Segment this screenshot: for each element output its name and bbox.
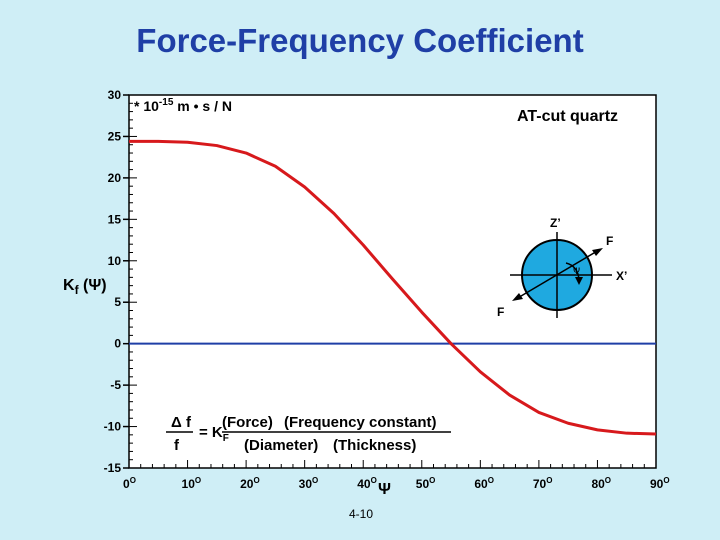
y-tick-label: -15 — [104, 461, 122, 475]
y-tick-label: 5 — [114, 295, 121, 309]
page-number: 4-10 — [349, 507, 373, 521]
equation-force: (Force) — [222, 414, 273, 431]
equation: Δ f f = KF (Force) (Frequency constant) … — [166, 414, 451, 454]
equation-coefficient: = KF — [199, 424, 229, 444]
inset-x-label: X’ — [616, 269, 627, 283]
x-axis-label: Ψ — [378, 481, 391, 498]
x-tick-label: 0O — [123, 476, 136, 491]
x-tick-label: 50O — [416, 476, 436, 491]
y-axis-label: Kf (Ψ) — [63, 277, 107, 297]
x-axis: 0O 10O 20O 30O 40O 50O 60O 70O 80O 90O — [123, 476, 670, 491]
series-line-kf — [129, 139, 657, 436]
y-tick-label: 15 — [108, 212, 122, 226]
equation-lhs-denominator: f — [174, 437, 180, 454]
equation-frequency-constant: (Frequency constant) — [284, 414, 437, 431]
inset-f-bottom-label: F — [497, 305, 504, 319]
inset-force-arrow-bottom — [512, 293, 523, 301]
grid-layer — [128, 94, 657, 469]
slide-title: Force-Frequency Coefficient — [136, 22, 584, 59]
y-tick-label: 20 — [108, 171, 122, 185]
annotation-at-cut: AT-cut quartz — [517, 108, 618, 125]
series-layer — [129, 139, 657, 436]
units-label: * 10-15 m • s / N — [134, 97, 232, 114]
x-tick-label: 20O — [240, 476, 260, 491]
inset-force-line — [515, 249, 600, 300]
equation-lhs-numerator: Δ f — [171, 414, 192, 431]
y-tick-label: 10 — [108, 254, 122, 268]
inset-f-top-label: F — [606, 234, 613, 248]
x-tick-label: 60O — [474, 476, 494, 491]
inset-diagram: Ψ Z’ X’ F F — [497, 216, 627, 319]
inset-psi-symbol: Ψ — [573, 267, 580, 277]
y-tick-label: -5 — [110, 378, 121, 392]
inset-angle-arrow — [575, 277, 583, 285]
equation-diameter: (Diameter) — [244, 437, 318, 454]
y-axis: 30 25 20 15 10 5 0 -5 -10 -15 — [104, 88, 129, 475]
x-tick-label: 70O — [533, 476, 553, 491]
x-tick-label: 10O — [182, 476, 202, 491]
inset-force-arrow-top — [592, 248, 603, 256]
x-tick-label: 40O — [357, 476, 377, 491]
y-tick-label: 30 — [108, 88, 122, 102]
y-tick-label: 0 — [114, 337, 121, 351]
equation-thickness: (Thickness) — [333, 437, 416, 454]
x-tick-label: 80O — [591, 476, 611, 491]
x-tick-label: 30O — [299, 476, 319, 491]
x-tick-label: 90O — [650, 476, 670, 491]
y-tick-label: -10 — [104, 420, 122, 434]
inset-z-label: Z’ — [550, 216, 561, 230]
y-tick-label: 25 — [108, 129, 122, 143]
